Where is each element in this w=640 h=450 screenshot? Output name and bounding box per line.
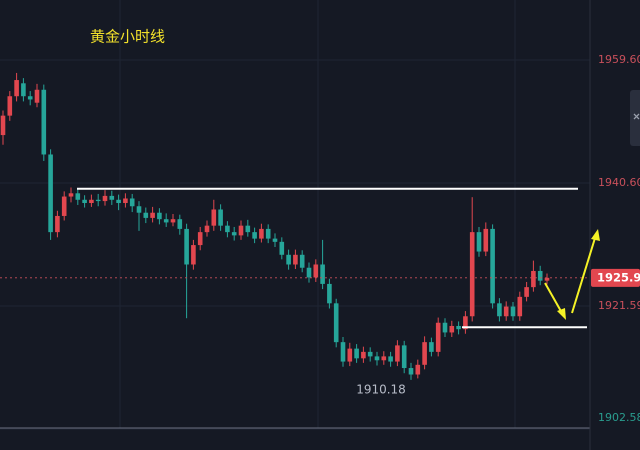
candle-body xyxy=(544,277,550,281)
candle-body xyxy=(476,232,482,252)
candle-body xyxy=(524,287,529,297)
candle-body xyxy=(408,368,414,375)
candle-body xyxy=(469,232,475,317)
candle-body xyxy=(320,264,325,284)
candle-body xyxy=(48,154,53,233)
candle-body xyxy=(34,89,40,103)
candle-body xyxy=(299,254,305,268)
candle-body xyxy=(123,198,128,204)
candle-body xyxy=(102,195,108,202)
plot xyxy=(0,59,590,430)
candle-body xyxy=(129,198,135,207)
candle-body xyxy=(211,209,217,226)
candle-body xyxy=(204,225,210,233)
candle-body xyxy=(401,345,407,369)
arrow-down xyxy=(544,282,563,314)
candle-body xyxy=(279,241,285,255)
candle-body xyxy=(388,356,393,362)
low-label: 1910.18 xyxy=(356,382,406,396)
grid xyxy=(119,0,516,428)
candle-body xyxy=(483,228,489,252)
candle-body xyxy=(231,232,237,236)
candle-body xyxy=(272,238,278,242)
candle-body xyxy=(449,325,455,333)
candle-body xyxy=(177,219,183,229)
candle-body xyxy=(531,270,536,288)
candle-body xyxy=(116,199,121,204)
candle-body xyxy=(136,206,142,213)
candle-body xyxy=(415,364,421,375)
candle-body xyxy=(27,96,33,100)
candle-body xyxy=(333,303,339,343)
candle-body xyxy=(490,228,495,304)
chart-title: 黄金小时线 xyxy=(90,28,165,46)
candle-body xyxy=(82,199,87,204)
candle-body xyxy=(157,212,162,220)
candle-body xyxy=(265,228,271,239)
candle-body xyxy=(68,193,74,197)
candle-body xyxy=(14,80,19,97)
arrow-up xyxy=(571,237,596,314)
candle-body xyxy=(306,267,312,278)
candle-body xyxy=(456,325,461,330)
candle-body xyxy=(245,225,251,233)
candle-body xyxy=(41,89,47,155)
candle-body xyxy=(463,316,468,330)
candle-body xyxy=(429,342,434,352)
candle-body xyxy=(347,348,353,362)
candle-body xyxy=(163,219,169,223)
candle-body xyxy=(286,254,291,265)
candle-body xyxy=(537,270,543,281)
last-price-label: 1925.94 xyxy=(597,270,640,284)
candle-body xyxy=(150,212,155,218)
candle-body xyxy=(61,196,67,216)
arrows xyxy=(544,229,600,320)
y-tick-label: 1902.58 xyxy=(598,411,640,424)
candle-body xyxy=(367,351,373,357)
candle-body xyxy=(89,199,94,204)
candle-body xyxy=(381,356,387,361)
candle-body xyxy=(395,345,400,362)
candle-body xyxy=(374,356,380,361)
candle-body xyxy=(143,212,149,218)
candle-body xyxy=(313,264,319,278)
y-tick-label: 1921.59 xyxy=(598,299,640,312)
candle-body xyxy=(259,228,264,239)
y-tick-label: 1959.60 xyxy=(598,53,640,66)
candle-body xyxy=(422,342,427,365)
candle-body xyxy=(170,219,176,223)
candle-body xyxy=(517,296,523,317)
candle-body xyxy=(435,322,441,352)
candle-body xyxy=(109,195,115,200)
arrow-head xyxy=(557,308,566,320)
candle-body xyxy=(184,228,189,265)
side-tab-icon xyxy=(633,113,640,120)
candle-body xyxy=(191,245,196,265)
last-price-box xyxy=(591,268,640,287)
candle-body xyxy=(442,322,448,333)
candle-body xyxy=(225,225,230,233)
candle-body xyxy=(510,306,516,317)
candle-body xyxy=(327,283,332,304)
candle-body xyxy=(21,83,26,97)
candle-body xyxy=(252,232,257,239)
candle-body xyxy=(75,193,81,200)
candle-body xyxy=(218,209,223,226)
candle-body xyxy=(95,199,101,202)
candle-body xyxy=(7,96,13,116)
candle-body xyxy=(0,115,6,136)
candle-body xyxy=(293,254,298,265)
arrow-head xyxy=(591,229,600,241)
candle-body xyxy=(197,232,203,246)
candle-body xyxy=(497,303,502,317)
candle-body xyxy=(238,225,244,236)
candle-body xyxy=(340,342,346,362)
y-tick-label: 1940.60 xyxy=(598,176,640,189)
candle-body xyxy=(354,348,359,359)
candle-body xyxy=(503,306,509,317)
candle-body xyxy=(55,215,60,233)
candle-body xyxy=(361,351,366,359)
